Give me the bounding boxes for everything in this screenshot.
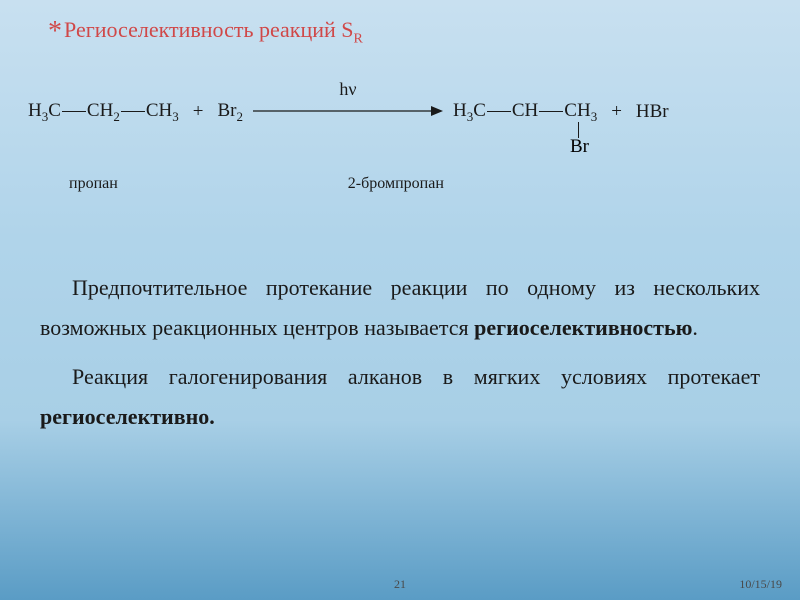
bond-line: [539, 111, 563, 112]
paragraph-1: Предпочтительное протекание реакции по о…: [40, 268, 760, 347]
slide-title: *Региоселективность реакций SR: [48, 16, 363, 48]
title-subscript: R: [354, 31, 363, 46]
bold-term: региоселективностью: [474, 315, 692, 340]
reaction-line: H3CCH2CH3 + Br2 hν H3CCHCH3 + HBr: [28, 100, 772, 125]
propane-label: пропан: [69, 175, 118, 193]
bold-term: региоселективно.: [40, 404, 215, 429]
reaction-equation: H3CCH2CH3 + Br2 hν H3CCHCH3 + HBr: [28, 100, 772, 125]
reaction-arrow-group: hν: [253, 101, 443, 123]
footer-date: 10/15/19: [739, 577, 782, 592]
hbr-formula: HBr: [636, 101, 669, 123]
footer-page-number: 21: [394, 577, 406, 592]
reaction-condition: hν: [339, 79, 356, 100]
plus-sign: +: [611, 101, 622, 123]
body-text: Предпочтительное протекание реакции по о…: [40, 268, 760, 446]
title-asterisk: *: [48, 16, 62, 47]
propane-formula: H3CCH2CH3: [28, 100, 179, 125]
bond-line: [121, 111, 145, 112]
paragraph-2: Реакция галогенирования алканов в мягких…: [40, 357, 760, 436]
bond-line: [62, 111, 86, 112]
bromopropane-formula: H3CCHCH3: [453, 100, 597, 125]
bromine-formula: Br2: [217, 100, 243, 125]
plus-sign: +: [193, 101, 204, 123]
bromopropane-label: 2-бромпропан: [348, 175, 444, 193]
arrow-icon: [253, 105, 443, 117]
bond-line: [487, 111, 511, 112]
br-substituent: Br: [570, 136, 589, 158]
title-text: Региоселективность реакций S: [64, 17, 354, 42]
compound-names: пропан 2-бромпропан: [55, 175, 695, 193]
